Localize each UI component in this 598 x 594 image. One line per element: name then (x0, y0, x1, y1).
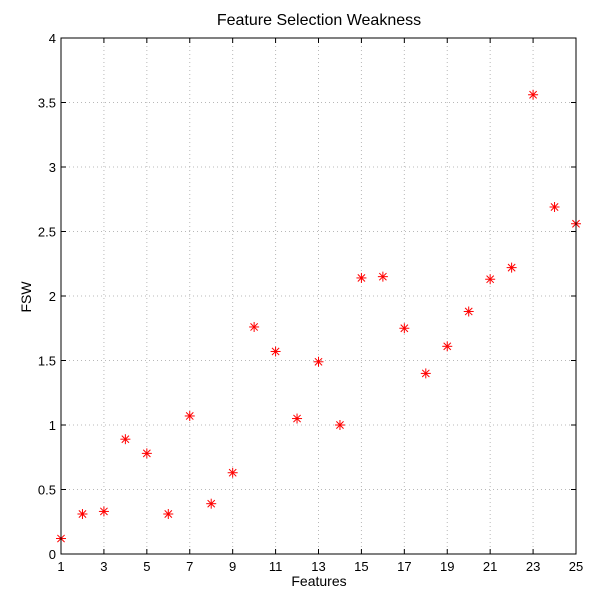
data-point (377, 271, 388, 282)
chart-title: Feature Selection Weakness (217, 12, 421, 29)
y-tick-label: 2 (49, 289, 56, 304)
data-point (98, 506, 109, 517)
data-point (313, 356, 324, 367)
x-tick-label: 21 (483, 559, 497, 574)
data-point (270, 346, 281, 357)
y-tick-label: 4 (49, 31, 56, 46)
y-tick-label: 0 (49, 547, 56, 562)
data-point (120, 434, 131, 445)
data-point (485, 274, 496, 285)
data-point (528, 89, 539, 100)
x-tick-label: 1 (57, 559, 64, 574)
y-axis-label: FSW (18, 281, 34, 313)
x-tick-label: 5 (143, 559, 150, 574)
x-axis-label: Features (291, 573, 346, 589)
data-markers (56, 89, 581, 544)
data-point (141, 448, 152, 459)
y-tick-label: 3 (49, 160, 56, 175)
data-point (356, 272, 367, 283)
y-tick-label: 1 (49, 418, 56, 433)
data-point (292, 413, 303, 424)
y-tick-label: 0.5 (38, 483, 56, 498)
data-point (506, 262, 517, 273)
x-tick-label: 25 (569, 559, 583, 574)
axis-ticks (60, 37, 577, 555)
x-tick-label: 15 (354, 559, 368, 574)
data-point (549, 201, 560, 212)
data-point (442, 341, 453, 352)
x-tick-label: 23 (526, 559, 540, 574)
data-point (227, 467, 238, 478)
data-point (334, 420, 345, 430)
data-point (420, 368, 431, 379)
y-tick-label: 3.5 (38, 96, 56, 111)
x-tick-label: 7 (186, 559, 193, 574)
data-point (463, 306, 474, 317)
data-point (206, 498, 217, 509)
data-point (163, 509, 174, 520)
x-tick-label: 19 (440, 559, 454, 574)
x-tick-label: 3 (100, 559, 107, 574)
x-tick-label: 9 (229, 559, 236, 574)
data-point (184, 410, 195, 421)
data-point (77, 509, 88, 520)
y-tick-label: 2.5 (38, 225, 56, 240)
x-tick-label: 13 (311, 559, 325, 574)
data-point (399, 323, 410, 334)
y-tick-label: 1.5 (38, 354, 56, 369)
x-tick-labels: 1 3 5 7 9 11 13 15 17 19 21 23 25 (57, 559, 583, 574)
data-point (249, 321, 260, 332)
y-tick-labels: 0 0.5 1 1.5 2 2.5 3 3.5 4 (38, 31, 56, 562)
x-tick-label: 17 (397, 559, 411, 574)
x-tick-label: 11 (269, 559, 283, 574)
